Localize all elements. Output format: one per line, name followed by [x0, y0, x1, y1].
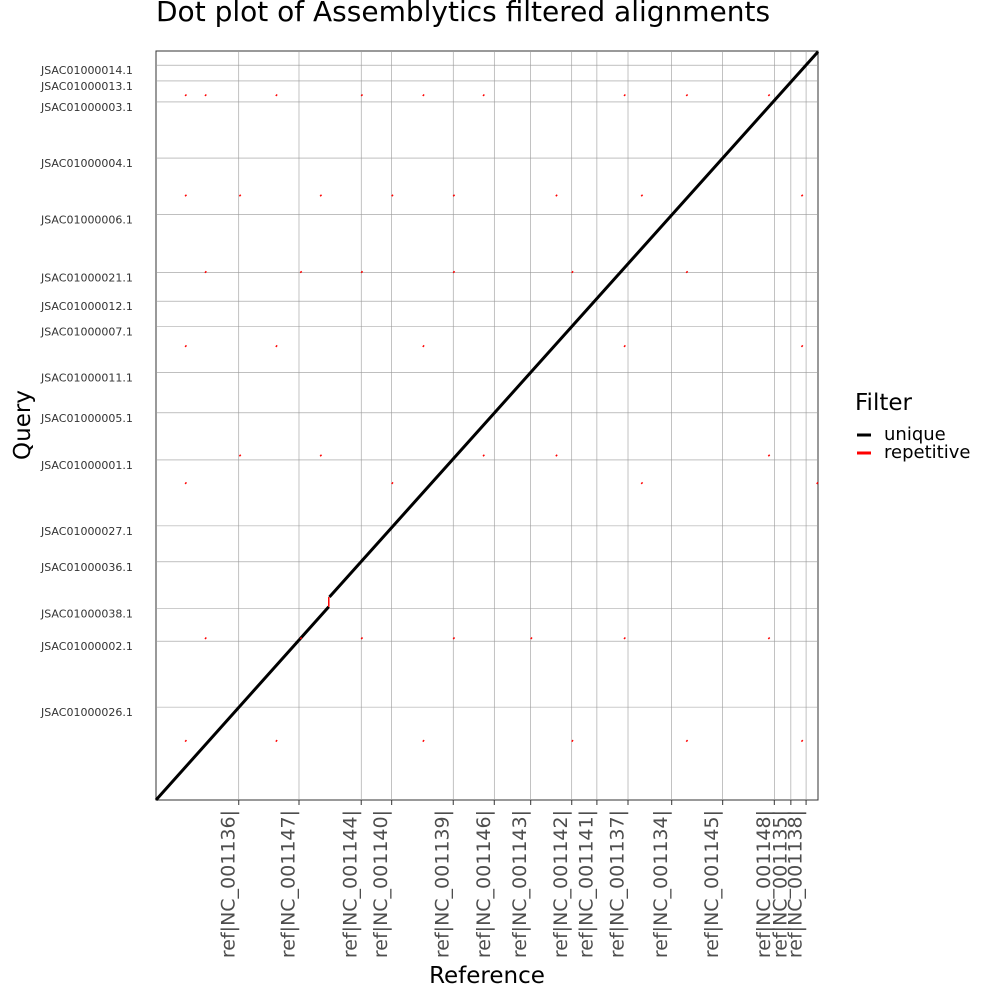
y-tick-label: JSAC01000038.1 — [40, 607, 133, 620]
series-line — [275, 93, 278, 97]
series-line — [360, 636, 364, 640]
series-line — [685, 93, 689, 97]
y-tick-label: JSAC01000027.1 — [40, 525, 133, 538]
series-line — [482, 93, 485, 97]
series-line — [319, 194, 323, 197]
series-line — [767, 636, 771, 640]
plot-frame — [155, 50, 819, 801]
y-tick-label: JSAC01000012.1 — [40, 300, 133, 313]
x-tick-label: ref|NC_001145| — [701, 810, 723, 958]
series-line — [299, 636, 303, 640]
series-line — [555, 454, 558, 457]
series-line — [623, 93, 626, 97]
series-line — [623, 344, 626, 348]
series-line — [275, 739, 278, 743]
series-line — [184, 344, 188, 348]
series-line — [204, 636, 207, 640]
series-line — [685, 270, 689, 274]
x-tick-label: ref|NC_001139| — [432, 810, 454, 958]
series-line — [238, 454, 242, 457]
legend-title: Filter — [855, 390, 913, 416]
series-line — [685, 739, 689, 743]
y-tick-label: JSAC01000013.1 — [40, 80, 133, 93]
x-tick-label: ref|NC_001148| — [753, 810, 775, 958]
series-line — [816, 481, 819, 485]
x-tick-label: ref|NC_001137| — [607, 810, 629, 958]
series-line — [555, 194, 558, 197]
y-tick-label: JSAC01000014.1 — [40, 64, 133, 77]
y-tick-label: JSAC01000026.1 — [40, 706, 133, 719]
series-line — [800, 194, 804, 197]
series-line — [319, 454, 323, 457]
series-line — [482, 454, 485, 457]
series-line — [238, 194, 242, 197]
x-tick-label: ref|NC_001142| — [550, 810, 572, 958]
series-line — [299, 270, 303, 274]
series-line — [422, 344, 425, 348]
series-line — [452, 194, 456, 197]
series-line — [422, 93, 425, 97]
x-tick-label: ref|NC_001143| — [509, 810, 531, 958]
series-line — [360, 270, 364, 274]
series-line — [452, 636, 456, 640]
series-line — [623, 636, 626, 640]
series-line — [360, 93, 364, 97]
series-line — [800, 739, 804, 743]
legend-label: repetitive — [884, 442, 970, 463]
y-tick-label: JSAC01000006.1 — [40, 213, 133, 226]
y-tick-label: JSAC01000036.1 — [40, 561, 133, 574]
series-line — [204, 270, 207, 274]
x-tick-label: ref|NC_001136| — [217, 810, 239, 958]
series-line — [184, 194, 188, 197]
series-line — [452, 270, 456, 274]
y-tick-label: JSAC01000007.1 — [40, 326, 133, 339]
x-tick-label: ref|NC_001141| — [575, 810, 597, 958]
series-line — [800, 344, 804, 348]
series-line — [184, 739, 188, 743]
y-axis-label: Query — [10, 390, 36, 460]
series-line — [640, 194, 644, 197]
chart-title: Dot plot of Assemblytics filtered alignm… — [156, 0, 770, 28]
y-tick-label: JSAC01000002.1 — [40, 640, 133, 653]
x-tick-label: ref|NC_001144| — [340, 810, 362, 958]
series-line — [154, 605, 330, 801]
series-line — [328, 50, 820, 599]
y-tick-label: JSAC01000003.1 — [40, 101, 133, 114]
series-line — [204, 93, 207, 97]
y-tick-label: JSAC01000021.1 — [40, 272, 133, 285]
x-tick-label: ref|NC_001147| — [277, 810, 299, 958]
x-axis-label: Reference — [429, 963, 545, 989]
series-line — [640, 481, 644, 485]
x-tick-label: ref|NC_001134| — [650, 810, 672, 958]
series-line — [391, 481, 394, 485]
y-tick-label: JSAC01000004.1 — [40, 157, 133, 170]
x-tick-label: ref|NC_001140| — [370, 810, 392, 958]
series-line — [767, 454, 771, 457]
series-line — [571, 739, 574, 743]
legend-label: unique — [884, 424, 946, 445]
series-line — [530, 636, 533, 640]
series-line — [184, 93, 188, 97]
y-tick-label: JSAC01000001.1 — [40, 459, 133, 472]
series-line — [767, 93, 771, 97]
series-line — [391, 194, 394, 197]
y-tick-label: JSAC01000011.1 — [40, 371, 133, 384]
y-tick-label: JSAC01000005.1 — [40, 412, 133, 425]
series-line — [422, 739, 425, 743]
series-line — [275, 344, 278, 348]
series-line — [571, 270, 574, 274]
x-tick-label: ref|NC_001138| — [785, 810, 807, 958]
series-line — [184, 481, 188, 485]
x-tick-label: ref|NC_001135| — [769, 810, 791, 958]
x-tick-label: ref|NC_001146| — [473, 810, 495, 958]
